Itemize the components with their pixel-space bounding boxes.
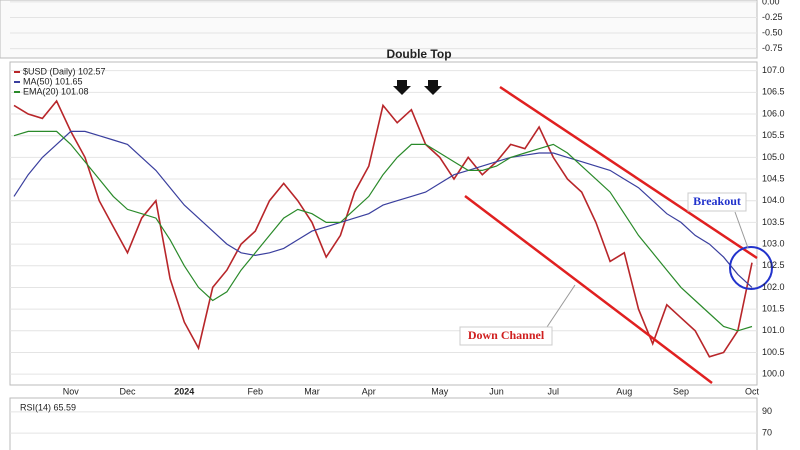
y-tick-label: 0.00: [762, 0, 780, 6]
annotation: Breakout: [693, 194, 741, 208]
y-tick-label: 90: [762, 406, 772, 416]
legend-entry: MA(50) 101.65: [23, 76, 83, 86]
x-tick-label: Aug: [616, 386, 632, 396]
rsi-legend: RSI(14) 65.59: [20, 402, 76, 412]
y-tick-label: -0.75: [762, 43, 783, 53]
x-tick-label: Dec: [120, 386, 137, 396]
x-tick-label: Jun: [489, 386, 504, 396]
macd-panel: [0, 0, 758, 59]
y-tick-label: 107.0: [762, 65, 785, 75]
x-tick-label: 2024: [174, 386, 194, 396]
y-tick-label: 70: [762, 427, 772, 437]
y-tick-label: 102.0: [762, 282, 785, 292]
y-tick-label: 106.0: [762, 108, 785, 118]
breakout-circle: [729, 246, 773, 290]
arrow: [393, 80, 411, 95]
y-tick-label: -0.50: [762, 27, 783, 37]
x-tick-label: Nov: [63, 386, 80, 396]
x-tick-label: Oct: [745, 386, 760, 396]
y-tick-label: 106.5: [762, 87, 785, 97]
y-tick-label: 104.0: [762, 195, 785, 205]
annotation: Down Channel: [468, 328, 545, 342]
x-tick-label: Mar: [304, 386, 320, 396]
x-tick-label: Sep: [673, 386, 689, 396]
series-line: [13, 130, 753, 288]
x-tick-label: Jul: [548, 386, 560, 396]
channel-upper: [499, 85, 758, 260]
x-tick-label: May: [431, 386, 449, 396]
leader-line: [734, 211, 749, 249]
y-tick-label: 103.5: [762, 217, 785, 227]
y-tick-label: 101.5: [762, 304, 785, 314]
y-tick-label: 105.5: [762, 130, 785, 140]
y-tick-label: 101.0: [762, 325, 785, 335]
y-tick-label: 102.5: [762, 260, 785, 270]
y-tick-label: 103.0: [762, 238, 785, 248]
y-tick-label: 104.5: [762, 173, 785, 183]
leader-line: [544, 284, 576, 331]
y-tick-label: 105.0: [762, 152, 785, 162]
legend-entry: EMA(20) 101.08: [23, 86, 89, 96]
rsi-panel: [9, 397, 758, 450]
callout-box: [459, 326, 553, 346]
series-line: [13, 99, 753, 358]
annotations: [393, 80, 773, 384]
y-tick-label: 100.5: [762, 347, 785, 357]
callout-box: [687, 192, 747, 212]
legend-entry: $USD (Daily) 102.57: [23, 66, 106, 76]
price-panel: [9, 61, 758, 386]
x-tick-label: Apr: [362, 386, 376, 396]
arrow: [424, 80, 442, 95]
x-tick-label: Feb: [248, 386, 264, 396]
channel-lower: [464, 195, 713, 384]
annotation: Double Top: [386, 47, 451, 61]
y-tick-label: 100.0: [762, 369, 785, 379]
series-line: [13, 130, 753, 332]
y-tick-label: -0.25: [762, 12, 783, 22]
